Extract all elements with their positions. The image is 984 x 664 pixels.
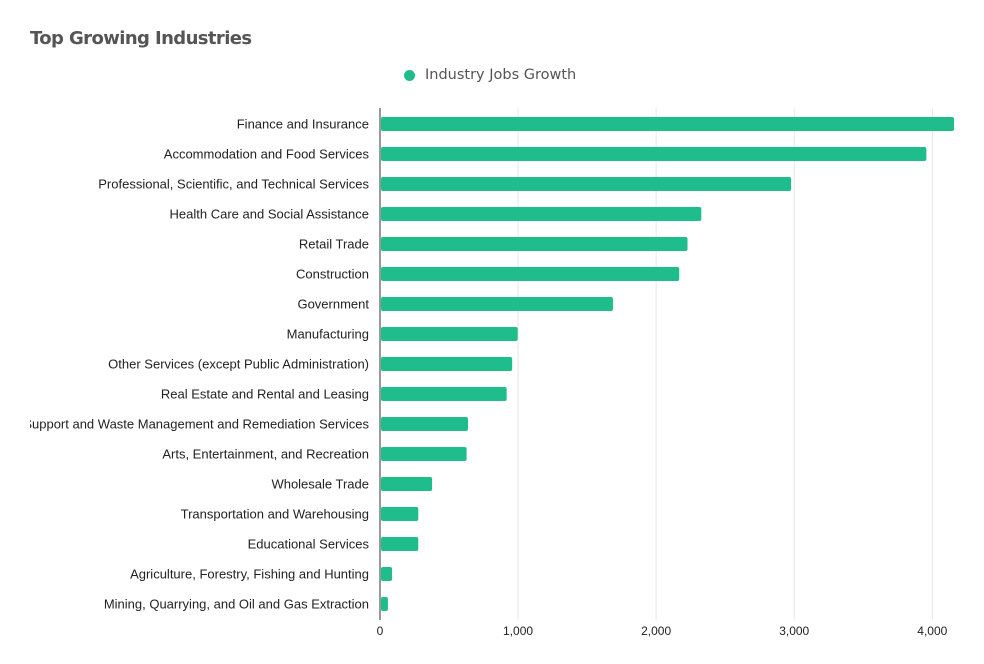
category-label: Accommodation and Food Services xyxy=(164,147,370,162)
category-label: Finance and Insurance xyxy=(237,117,369,132)
bar[interactable] xyxy=(381,297,613,311)
bar[interactable] xyxy=(381,477,433,491)
bar[interactable] xyxy=(381,357,513,371)
category-label: Manufacturing xyxy=(287,327,369,342)
x-tick-label: 1,000 xyxy=(503,624,533,638)
category-label: Transportation and Warehousing xyxy=(181,507,369,522)
bar[interactable] xyxy=(381,237,688,251)
x-tick-label: 2,000 xyxy=(641,624,671,638)
category-label: Arts, Entertainment, and Recreation xyxy=(162,447,369,462)
bar[interactable] xyxy=(381,267,680,281)
category-label: Administrative and Support and Waste Man… xyxy=(0,417,369,432)
category-label: Real Estate and Rental and Leasing xyxy=(161,387,369,402)
bar[interactable] xyxy=(381,537,419,551)
bar[interactable] xyxy=(381,507,419,521)
bar[interactable] xyxy=(381,327,518,341)
bar[interactable] xyxy=(381,597,388,611)
bar[interactable] xyxy=(381,117,954,131)
category-label: Educational Services xyxy=(248,537,370,552)
category-label: Health Care and Social Assistance xyxy=(170,207,369,222)
bar[interactable] xyxy=(381,147,927,161)
category-label: Construction xyxy=(296,267,369,282)
bar[interactable] xyxy=(381,387,507,401)
category-label: Mining, Quarrying, and Oil and Gas Extra… xyxy=(104,597,369,612)
category-label: Other Services (except Public Administra… xyxy=(108,357,369,372)
bar[interactable] xyxy=(381,447,467,461)
category-label: Professional, Scientific, and Technical … xyxy=(98,177,369,192)
legend[interactable]: Industry Jobs Growth xyxy=(404,65,576,85)
x-tick-label: 4,000 xyxy=(917,624,947,638)
chart-title: Top Growing Industries xyxy=(30,28,252,49)
legend-swatch xyxy=(404,69,415,81)
bar[interactable] xyxy=(381,177,792,191)
category-label: Retail Trade xyxy=(299,237,369,252)
x-tick-label: 0 xyxy=(377,624,384,638)
x-tick-label: 3,000 xyxy=(779,624,809,638)
legend-label: Industry Jobs Growth xyxy=(425,67,577,83)
category-label: Wholesale Trade xyxy=(271,477,369,492)
category-label: Agriculture, Forestry, Fishing and Hunti… xyxy=(130,567,369,582)
bar[interactable] xyxy=(381,207,702,221)
bar[interactable] xyxy=(381,567,393,581)
bar[interactable] xyxy=(381,417,468,431)
category-label: Government xyxy=(297,297,369,312)
